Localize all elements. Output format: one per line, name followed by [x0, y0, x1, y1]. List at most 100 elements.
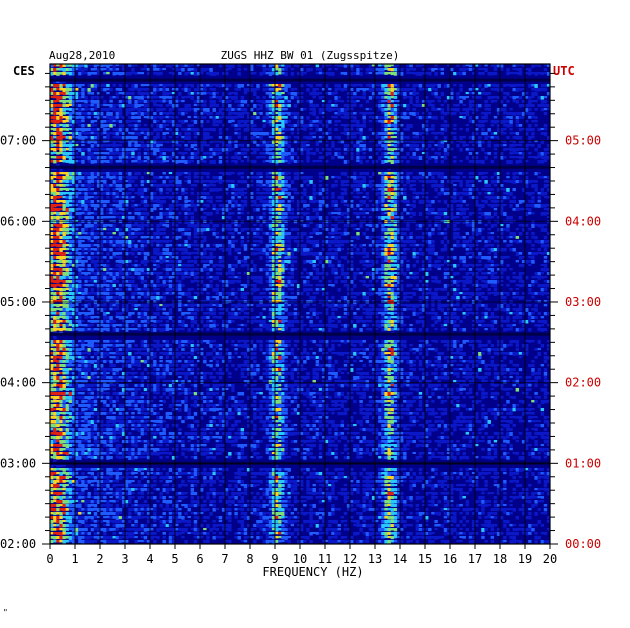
heatmap-cell [284, 148, 288, 152]
heatmap-cell [418, 252, 423, 256]
heatmap-cell [312, 120, 316, 123]
heatmap-cell [515, 88, 520, 92]
heatmap-cell [468, 100, 473, 104]
heatmap-cell [381, 72, 385, 75]
heatmap-cell [250, 100, 254, 103]
heatmap-cell [356, 140, 360, 144]
heatmap-cell [237, 132, 241, 136]
heatmap-cell [171, 96, 176, 98]
heatmap-cell [484, 116, 488, 120]
heatmap-cell [128, 184, 132, 187]
heatmap-cell [228, 224, 232, 228]
heatmap-cell [456, 108, 460, 112]
heatmap-cell [53, 148, 57, 152]
heatmap-cell [246, 104, 251, 107]
heatmap-cell [143, 252, 148, 256]
heatmap-cell [109, 68, 113, 71]
heatmap-cell [281, 148, 285, 152]
heatmap-cell [259, 248, 263, 252]
heatmap-cell [65, 96, 70, 99]
heatmap-cell [509, 96, 513, 99]
heatmap-cell [346, 108, 351, 111]
heatmap-cell [296, 156, 301, 160]
heatmap-cell [281, 152, 285, 156]
heatmap-cell [53, 196, 57, 200]
heatmap-cell [421, 224, 426, 227]
heatmap-cell [400, 156, 404, 159]
heatmap-cell [156, 248, 160, 252]
heatmap-cell [181, 192, 185, 195]
heatmap-cell [168, 252, 173, 256]
heatmap-cell [321, 172, 326, 175]
heatmap-cell [396, 248, 401, 252]
heatmap-cell [171, 160, 176, 163]
heatmap-cell [81, 248, 85, 252]
heatmap-cell [350, 120, 354, 123]
heatmap-cell [350, 124, 354, 128]
heatmap-cell [275, 224, 279, 227]
heatmap-cell [428, 156, 432, 160]
heatmap-cell [81, 92, 85, 96]
heatmap-cell [56, 176, 60, 180]
heatmap-cell [484, 136, 488, 140]
heatmap-cell [140, 248, 145, 251]
heatmap-cell [500, 108, 504, 112]
heatmap-cell [543, 196, 548, 199]
heatmap-cell [318, 156, 323, 160]
heatmap-cell [128, 156, 132, 160]
heatmap-cell [140, 228, 145, 231]
heatmap-cell [50, 156, 54, 159]
heatmap-cell [512, 112, 516, 116]
heatmap-cell [53, 156, 57, 159]
heatmap-cell [137, 248, 141, 251]
heatmap-cell [306, 100, 310, 103]
heatmap-cell [237, 248, 241, 252]
heatmap-cell [359, 252, 363, 255]
heatmap-cell [321, 248, 326, 251]
heatmap-cell [262, 196, 266, 200]
heatmap-cell [53, 160, 57, 164]
heatmap-cell [321, 188, 326, 192]
heatmap-cell [543, 228, 548, 232]
heatmap-cell [534, 88, 538, 92]
heatmap-cell [200, 228, 204, 232]
heatmap-cell [162, 92, 166, 96]
heatmap-cell [453, 232, 457, 236]
heatmap-cell [265, 192, 270, 195]
heatmap-cell [243, 244, 248, 248]
heatmap-cell [140, 208, 145, 211]
heatmap-cell [365, 184, 370, 187]
heatmap-cell [490, 84, 495, 87]
heatmap-cell [428, 240, 432, 244]
heatmap-cell [59, 212, 63, 216]
heatmap-cell [256, 108, 260, 111]
heatmap-cell [296, 228, 301, 231]
heatmap-cell [193, 104, 198, 107]
heatmap-cell [75, 224, 79, 227]
heatmap-cell [287, 128, 291, 131]
heatmap-cell [421, 104, 426, 107]
heatmap-cell [353, 144, 357, 148]
heatmap-cell [221, 172, 226, 176]
heatmap-cell [543, 208, 548, 211]
heatmap-cell [121, 100, 126, 103]
heatmap-cell [359, 96, 363, 99]
heatmap-cell [246, 124, 251, 128]
heatmap-cell [450, 212, 454, 216]
heatmap-cell [290, 256, 295, 259]
heatmap-cell [56, 128, 60, 132]
heatmap-cell [518, 232, 523, 236]
heatmap-cell [137, 172, 141, 175]
heatmap-cell [225, 192, 229, 195]
heatmap-cell [334, 228, 338, 232]
heatmap-cell [481, 92, 485, 95]
heatmap-cell [450, 208, 454, 212]
heatmap-cell [228, 212, 232, 215]
heatmap-cell [84, 228, 88, 231]
heatmap-cell [93, 84, 98, 88]
heatmap-cell [165, 192, 170, 195]
heatmap-cell [340, 132, 345, 135]
heatmap-cell [440, 192, 445, 195]
heatmap-cell [512, 144, 516, 147]
heatmap-cell [215, 196, 220, 199]
